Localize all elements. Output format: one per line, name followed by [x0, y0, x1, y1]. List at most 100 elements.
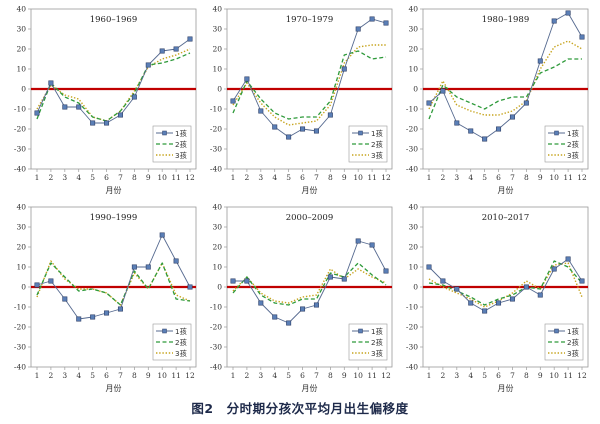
x-tick-label: 5 — [90, 371, 95, 380]
y-tick-label: -40 — [406, 165, 418, 174]
data-point — [48, 80, 54, 86]
x-tick-label: 5 — [482, 173, 487, 182]
data-point — [159, 48, 165, 54]
x-tick-label: 9 — [342, 371, 347, 380]
legend-label-2: 2孩 — [371, 140, 383, 149]
y-tick-label: -40 — [14, 363, 26, 372]
y-tick-label: -20 — [210, 323, 222, 332]
legend-label-1: 1孩 — [175, 129, 187, 138]
y-tick-label: 30 — [212, 25, 222, 34]
x-tick-label: 4 — [468, 371, 473, 380]
x-tick-label: 6 — [496, 173, 501, 182]
data-point — [244, 76, 250, 82]
legend: 1孩 2孩 3孩 — [544, 323, 584, 361]
x-tick-label: 1 — [35, 371, 40, 380]
y-tick-label: -40 — [14, 165, 26, 174]
x-tick-label: 10 — [353, 371, 363, 380]
legend-marker — [358, 130, 363, 136]
x-tick-label: 3 — [454, 173, 459, 182]
data-point — [258, 300, 264, 306]
x-tick-label: 2 — [49, 371, 54, 380]
x-tick-label: 5 — [482, 371, 487, 380]
data-point — [369, 242, 375, 248]
data-point — [496, 126, 502, 132]
legend-label-3: 3孩 — [371, 151, 383, 160]
data-point — [440, 88, 446, 94]
data-point — [341, 66, 347, 72]
legend-label-1: 1孩 — [175, 327, 187, 336]
legend-marker — [162, 328, 167, 334]
x-tick-label: 8 — [524, 371, 529, 380]
x-tick-label: 5 — [90, 173, 95, 182]
x-tick-label: 4 — [272, 173, 277, 182]
data-point — [230, 278, 236, 284]
y-tick-label: 10 — [16, 65, 26, 74]
data-point — [523, 100, 529, 106]
x-axis-label: 月份 — [498, 185, 514, 195]
y-tick-label: 40 — [408, 203, 418, 212]
legend-label-3: 3孩 — [371, 349, 383, 358]
y-tick-label: -30 — [14, 145, 26, 154]
x-tick-label: 4 — [272, 371, 277, 380]
legend-marker — [554, 328, 559, 334]
x-tick-label: 8 — [328, 371, 333, 380]
y-tick-label: 30 — [408, 25, 418, 34]
series-line-3 — [232, 268, 387, 304]
x-tick-label: 3 — [454, 371, 459, 380]
data-point — [159, 232, 165, 238]
data-point — [496, 300, 502, 306]
y-tick-label: 40 — [16, 5, 26, 14]
legend-label-3: 3孩 — [567, 151, 579, 160]
x-tick-label: 9 — [146, 173, 151, 182]
x-tick-label: 2 — [441, 173, 446, 182]
x-tick-label: 9 — [538, 371, 543, 380]
y-tick-label: -20 — [14, 323, 26, 332]
x-tick-label: 11 — [367, 371, 377, 380]
y-tick-label: 30 — [16, 223, 26, 232]
data-point — [537, 58, 543, 64]
x-tick-label: 7 — [510, 173, 515, 182]
legend-label-1: 1孩 — [567, 327, 579, 336]
x-axis-label: 月份 — [498, 383, 514, 393]
data-point — [355, 238, 361, 244]
data-point — [551, 266, 557, 272]
data-point — [34, 110, 40, 116]
x-tick-label: 5 — [286, 173, 291, 182]
data-point — [383, 20, 389, 26]
data-point — [454, 286, 460, 292]
y-tick-label: -10 — [210, 105, 222, 114]
legend-label-1: 1孩 — [371, 327, 383, 336]
legend-label-2: 2孩 — [371, 338, 383, 347]
y-tick-label: 20 — [408, 45, 418, 54]
data-point — [131, 94, 137, 100]
x-tick-label: 3 — [62, 173, 67, 182]
y-tick-label: 20 — [16, 243, 26, 252]
data-point — [145, 62, 151, 68]
data-point — [117, 112, 123, 118]
x-tick-label: 4 — [76, 173, 81, 182]
data-point — [300, 126, 306, 132]
x-tick-label: 7 — [314, 173, 319, 182]
x-axis-label: 月份 — [302, 383, 318, 393]
x-tick-label: 7 — [118, 173, 123, 182]
x-tick-label: 9 — [538, 173, 543, 182]
data-point — [187, 284, 193, 290]
panel-title: 1970–1979 — [286, 15, 334, 25]
y-tick-label: -20 — [406, 323, 418, 332]
data-point — [286, 134, 292, 140]
data-point — [117, 306, 123, 312]
legend-marker — [554, 130, 559, 136]
y-tick-label: -40 — [406, 363, 418, 372]
x-tick-label: 11 — [563, 371, 573, 380]
x-tick-label: 1 — [35, 173, 40, 182]
data-point — [327, 112, 333, 118]
y-tick-label: -10 — [406, 303, 418, 312]
data-point — [579, 34, 585, 40]
data-point — [537, 292, 543, 298]
data-point — [230, 98, 236, 104]
y-tick-label: -30 — [406, 343, 418, 352]
x-tick-label: 2 — [49, 173, 54, 182]
legend: 1孩 2孩 3孩 — [348, 323, 388, 361]
